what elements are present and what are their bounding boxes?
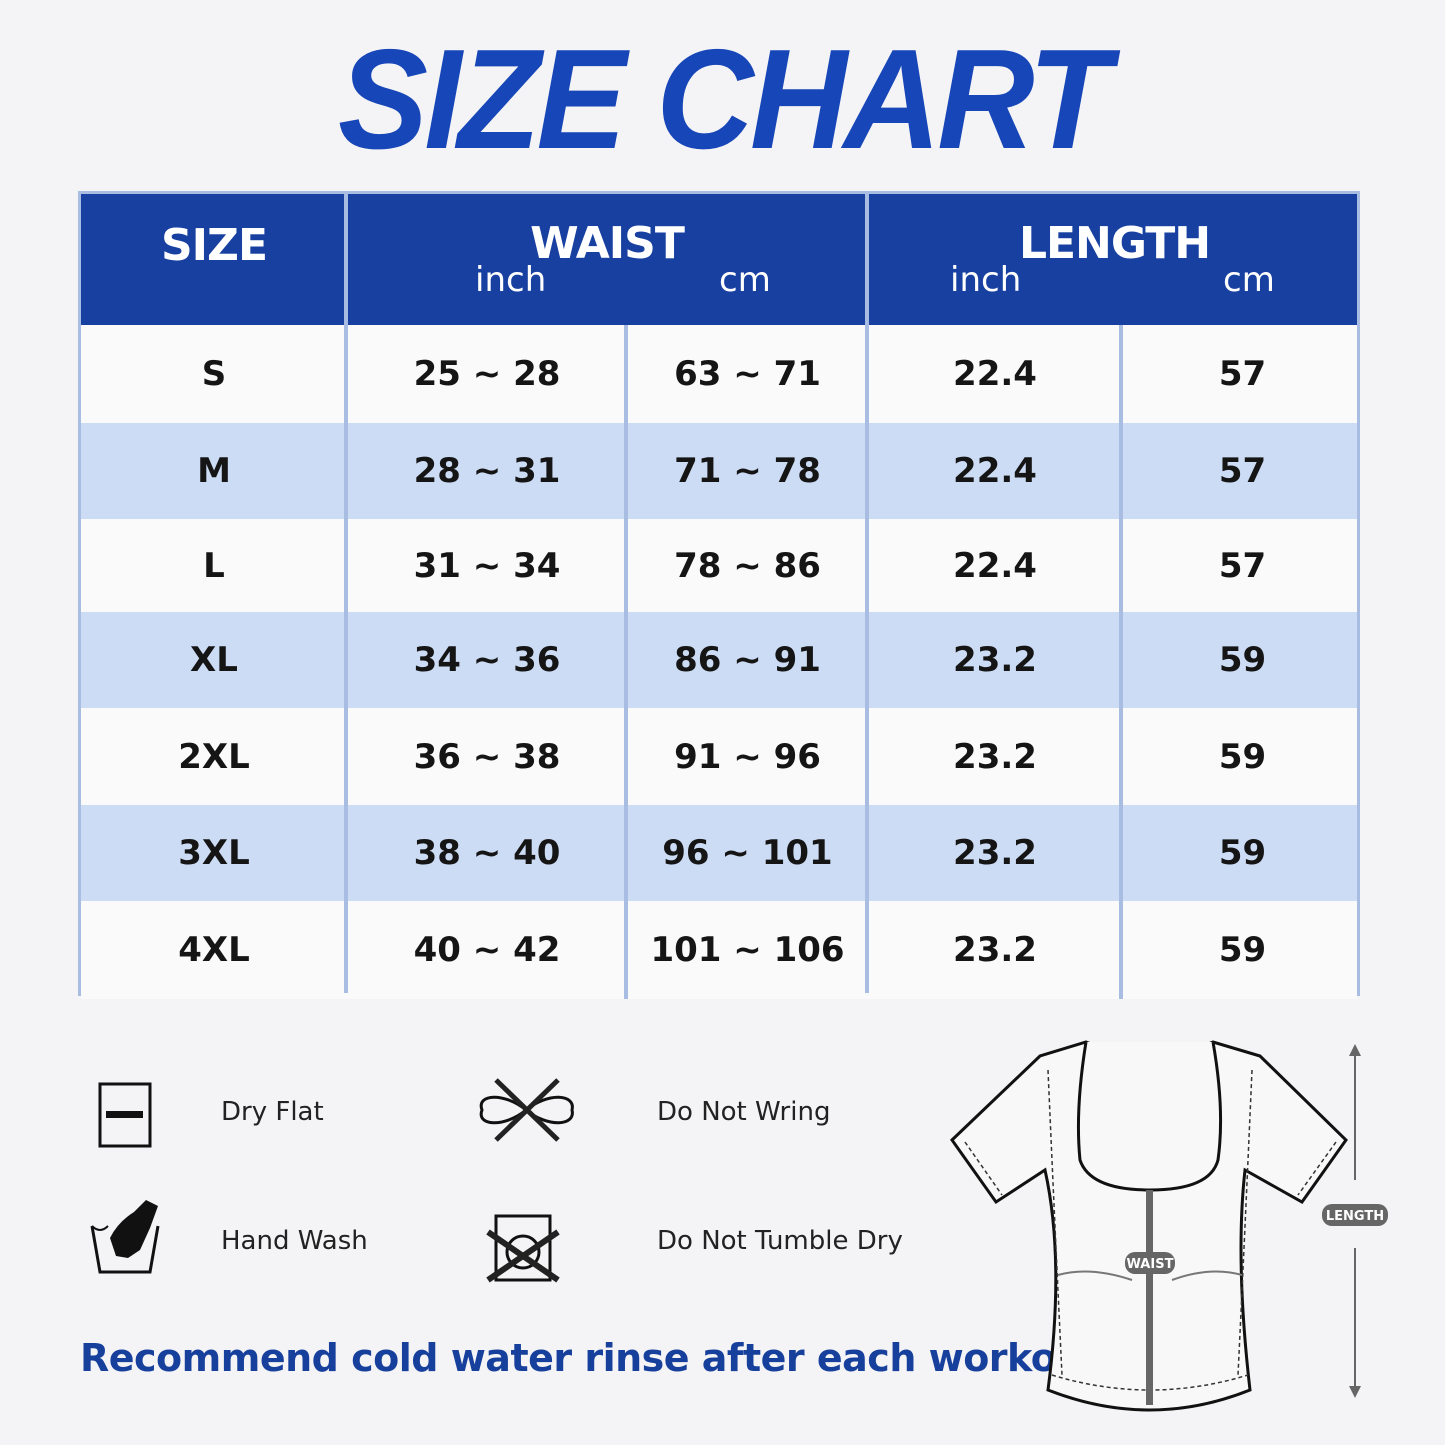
- care-label-dry-flat: Dry Flat: [221, 1097, 324, 1127]
- cell-waist-in: 38 ~ 40: [413, 833, 561, 873]
- cell-length-cm: 59: [1218, 736, 1267, 777]
- cell-size: 3XL: [178, 833, 250, 873]
- cell-waist-in: 36 ~ 38: [413, 736, 561, 777]
- divider: [1119, 325, 1123, 999]
- cell-size: S: [201, 354, 227, 394]
- length-badge: [1322, 1204, 1388, 1226]
- cell-size: L: [203, 545, 225, 586]
- header-length-label: LENGTH: [1018, 218, 1211, 269]
- care-label-do-not-tumble-dry: Do Not Tumble Dry: [657, 1226, 903, 1256]
- care-note: Recommend cold water rinse after each wo…: [80, 1336, 1115, 1380]
- cell-waist-cm: 96 ~ 101: [662, 833, 833, 873]
- cell-waist-in: 25 ~ 28: [413, 354, 561, 394]
- care-label-do-not-wring: Do Not Wring: [657, 1097, 831, 1127]
- table-row: 2XL 36 ~ 38 91 ~ 96 23.2 59: [81, 708, 1357, 805]
- table-row: 4XL 40 ~ 42 101 ~ 106 23.2 59: [81, 901, 1357, 999]
- cell-length-in: 22.4: [953, 354, 1037, 394]
- cell-length-cm: 57: [1218, 354, 1267, 394]
- header-size-label: SIZE: [160, 220, 268, 271]
- cell-waist-cm: 86 ~ 91: [674, 640, 821, 680]
- header-waist: WAIST inch cm: [347, 194, 867, 325]
- cell-length-cm: 59: [1218, 833, 1267, 873]
- header-length-cm: cm: [1223, 260, 1275, 300]
- cell-size: 2XL: [178, 736, 250, 777]
- header-waist-inch: inch: [475, 260, 547, 300]
- cell-waist-in: 31 ~ 34: [413, 545, 561, 586]
- page-title: SIZE CHART: [338, 20, 1111, 179]
- header-size: SIZE: [81, 194, 347, 325]
- cell-size: XL: [190, 640, 238, 680]
- header-waist-label: WAIST: [530, 218, 685, 269]
- table-header: SIZE WAIST inch cm LENGTH inch cm: [81, 194, 1357, 325]
- divider: [344, 194, 348, 993]
- cell-waist-in: 40 ~ 42: [413, 930, 561, 970]
- hand-wash-icon: [90, 1200, 160, 1274]
- cell-length-in: 23.2: [953, 640, 1037, 680]
- cell-waist-cm: 78 ~ 86: [674, 545, 821, 586]
- table-row: L 31 ~ 34 78 ~ 86 22.4 57: [81, 519, 1357, 612]
- cell-waist-in: 28 ~ 31: [413, 451, 561, 491]
- cell-waist-cm: 101 ~ 106: [650, 930, 845, 970]
- divider: [865, 194, 869, 993]
- dry-flat-icon: [98, 1082, 152, 1148]
- do-not-wring-icon: [479, 1078, 574, 1142]
- cell-size: M: [197, 451, 231, 491]
- cell-length-in: 22.4: [953, 451, 1037, 491]
- table-row: S 25 ~ 28 63 ~ 71 22.4 57: [81, 325, 1357, 423]
- cell-length-in: 23.2: [953, 833, 1037, 873]
- cell-length-cm: 59: [1218, 930, 1267, 970]
- care-label-hand-wash: Hand Wash: [221, 1226, 368, 1256]
- cell-length-in: 23.2: [953, 736, 1037, 777]
- table-row: M 28 ~ 31 71 ~ 78 22.4 57: [81, 423, 1357, 519]
- do-not-tumble-dry-icon: [486, 1214, 560, 1283]
- table-row: XL 34 ~ 36 86 ~ 91 23.2 59: [81, 612, 1357, 708]
- shirt-diagram: WAIST LENGTH: [950, 1040, 1388, 1412]
- cell-waist-cm: 71 ~ 78: [674, 451, 821, 491]
- cell-length-in: 22.4: [953, 545, 1037, 586]
- cell-size: 4XL: [178, 930, 250, 970]
- cell-length-cm: 59: [1218, 640, 1267, 680]
- header-length: LENGTH inch cm: [868, 194, 1361, 325]
- cell-length-cm: 57: [1218, 451, 1267, 491]
- header-waist-cm: cm: [719, 260, 771, 300]
- length-label: LENGTH: [1326, 1209, 1384, 1224]
- divider: [624, 325, 628, 999]
- cell-length-in: 23.2: [953, 930, 1037, 970]
- waist-badge: [1125, 1252, 1175, 1274]
- table-row: 3XL 38 ~ 40 96 ~ 101 23.2 59: [81, 805, 1357, 901]
- waist-label: WAIST: [1127, 1257, 1174, 1272]
- cell-waist-cm: 63 ~ 71: [674, 354, 821, 394]
- header-length-inch: inch: [950, 260, 1022, 300]
- cell-length-cm: 57: [1218, 545, 1267, 586]
- size-table: SIZE WAIST inch cm LENGTH inch cm S 25 ~ …: [78, 191, 1360, 999]
- cell-waist-cm: 91 ~ 96: [674, 736, 821, 777]
- cell-waist-in: 34 ~ 36: [413, 640, 561, 680]
